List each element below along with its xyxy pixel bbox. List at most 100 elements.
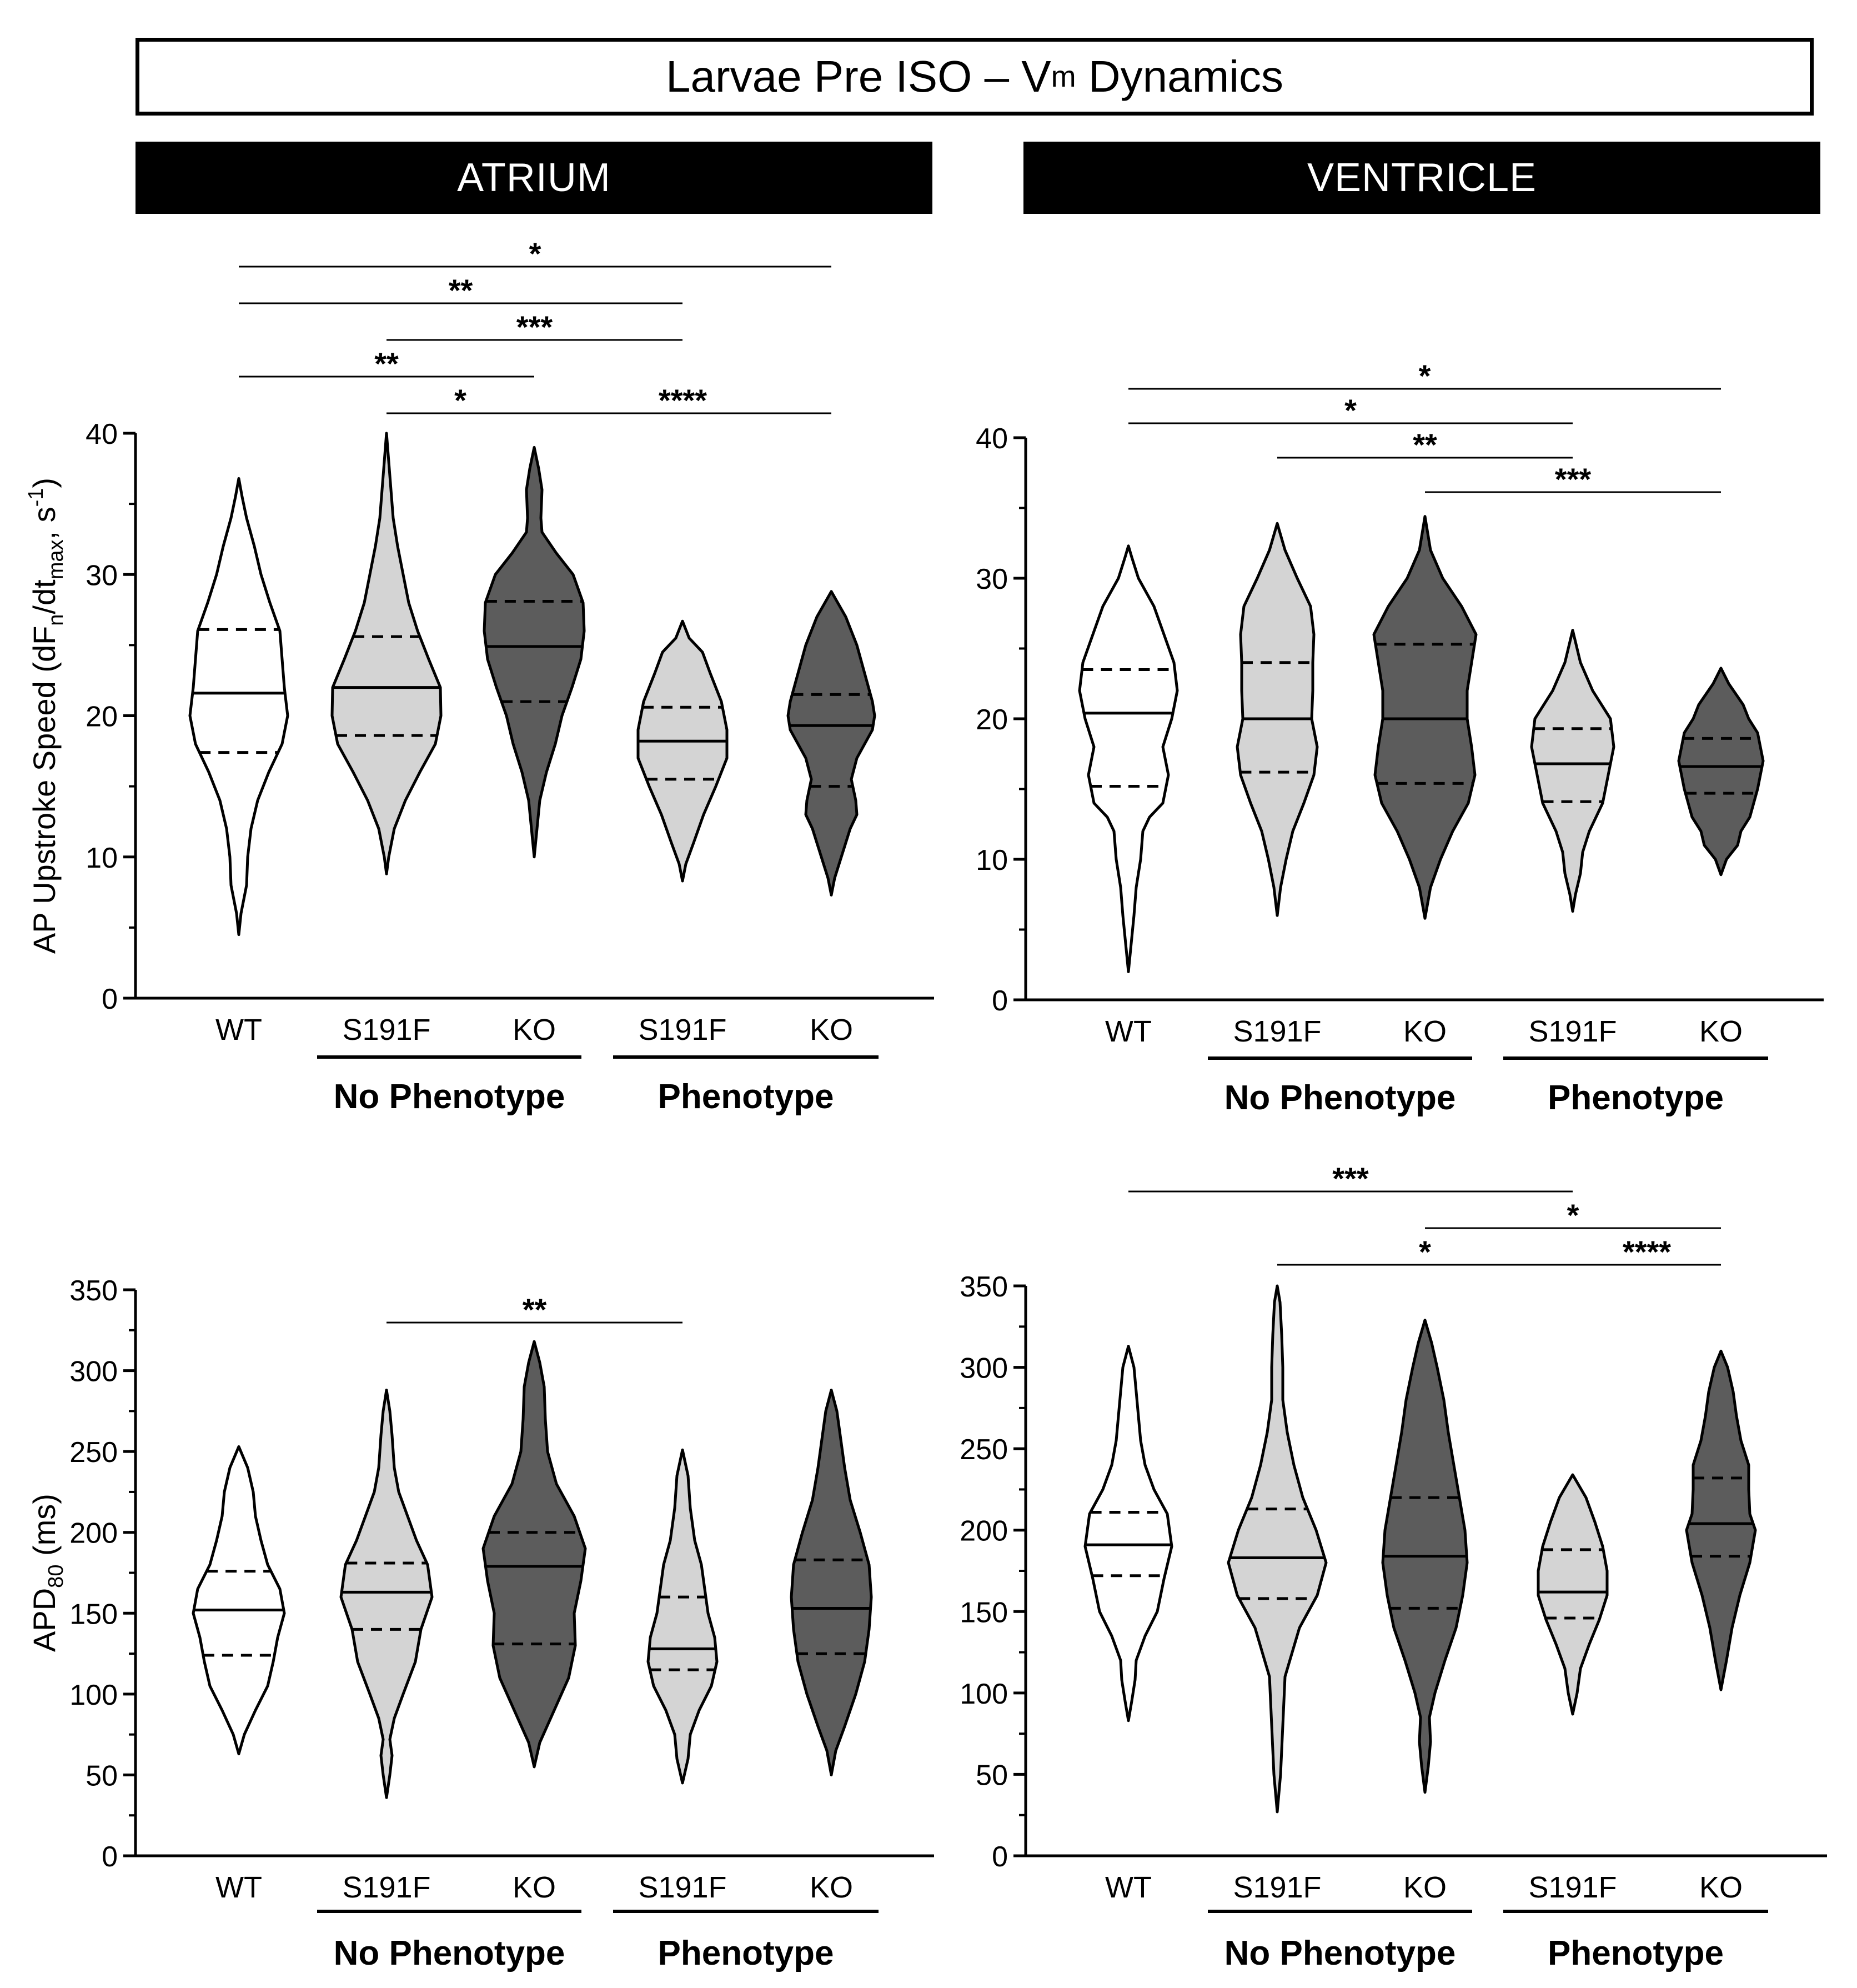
x-tick-label-ko: KO	[513, 1871, 556, 1904]
y-tick-label: 10	[86, 842, 118, 874]
significance-label: *	[1567, 1198, 1579, 1233]
violin-s191f-4	[1537, 1473, 1609, 1716]
significance-label: ***	[1555, 462, 1592, 497]
x-tick-label-s191f: S191F	[342, 1013, 430, 1046]
y-label-script: max	[44, 539, 68, 579]
y-tick-label: 150	[69, 1598, 118, 1630]
y-tick-label: 250	[960, 1434, 1008, 1466]
significance-label: *	[1344, 393, 1357, 428]
group-label: Phenotype	[1548, 1934, 1724, 1972]
chart-panel-ventricle-apd80: 0 50 100 150 200 250 300 350 WT S191F KO S191F KO No …	[960, 1161, 1827, 1972]
y-tick-label: 300	[960, 1353, 1008, 1385]
y-axis-label: AP Upstroke Speed (dFn/dtmax, s-1)	[24, 478, 68, 954]
significance-label: **	[449, 273, 473, 308]
violin-s191f-4	[646, 1448, 719, 1785]
x-tick-label-ko: KO	[1699, 1015, 1743, 1048]
y-label-text: /dt	[27, 579, 62, 614]
y-tick-label: 350	[960, 1271, 1008, 1303]
y-tick-label: 0	[992, 985, 1008, 1017]
y-tick-label: 250	[69, 1436, 118, 1469]
x-tick-label-s191f: S191F	[1528, 1015, 1617, 1048]
x-tick-label-ko: KO	[513, 1013, 556, 1046]
y-label-text: APD	[27, 1588, 62, 1652]
violin-wt-1	[1083, 1345, 1173, 1722]
violin-ko-5	[790, 1389, 873, 1776]
x-tick-label-s191f: S191F	[1528, 1871, 1617, 1904]
figure-title-tail: Dynamics	[1076, 52, 1284, 101]
significance-label: **	[523, 1292, 547, 1327]
significance-label: *	[529, 236, 541, 271]
y-label-text: (ms)	[27, 1494, 62, 1565]
x-tick-label-ko: KO	[1403, 1871, 1447, 1904]
violin-s191f-2	[1227, 1284, 1328, 1814]
figure-title-subscript: m	[1051, 60, 1076, 93]
group-label: Phenotype	[658, 1934, 834, 1972]
x-tick-label-ko: KO	[810, 1013, 853, 1046]
y-tick-label: 0	[102, 983, 118, 1015]
group-label: No Phenotype	[1224, 1934, 1456, 1972]
figure-title-main: Larvae Pre ISO – V	[665, 52, 1051, 101]
y-label-text: )	[27, 478, 62, 488]
y-tick-label: 20	[976, 704, 1008, 736]
violin-ko-3	[483, 445, 586, 859]
violin-wt-1	[192, 1445, 286, 1756]
significance-label: ***	[1332, 1161, 1369, 1196]
x-tick-label-wt: WT	[215, 1871, 262, 1904]
x-tick-label-wt: WT	[1105, 1871, 1152, 1904]
y-tick-label: 0	[102, 1841, 118, 1873]
violin-wt-1	[1078, 544, 1179, 973]
violin-s191f-2	[330, 432, 443, 875]
chart-panel-ventricle-upstroke: 0 10 20 30 40 WT S191F KO S191F KO No Phenotype Phe…	[976, 358, 1824, 1117]
violin-ko-5	[1677, 667, 1765, 877]
y-tick-label: 100	[69, 1679, 118, 1711]
significance-label: *	[1419, 1234, 1431, 1269]
chart-panel-atrium-apd80: 0 50 100 150 200 250 300 350 APD80 (ms) WT S191F KO…	[27, 1275, 934, 1972]
group-label: No Phenotype	[1224, 1079, 1456, 1117]
y-tick-label: 50	[86, 1760, 118, 1792]
significance-label: **	[374, 346, 399, 381]
y-tick-label: 0	[992, 1841, 1008, 1873]
significance-label: **	[1413, 427, 1437, 462]
y-tick-label: 30	[86, 559, 118, 592]
x-tick-label-ko: KO	[1699, 1871, 1743, 1904]
y-tick-label: 100	[960, 1678, 1008, 1710]
group-label: Phenotype	[1548, 1079, 1724, 1117]
y-label-script: n	[44, 614, 68, 626]
x-tick-label-s191f: S191F	[1233, 1015, 1321, 1048]
atrium-header: ATRIUM	[135, 142, 932, 214]
x-tick-label-ko: KO	[1403, 1015, 1447, 1048]
y-tick-label: 200	[69, 1518, 118, 1550]
x-tick-label-s191f: S191F	[638, 1871, 726, 1904]
x-tick-label-ko: KO	[810, 1871, 853, 1904]
x-tick-label-s191f: S191F	[342, 1871, 430, 1904]
group-label: No Phenotype	[334, 1078, 565, 1116]
violin-ko-5	[1685, 1349, 1757, 1691]
significance-label: *	[454, 383, 466, 418]
violin-ko-5	[786, 590, 876, 897]
x-tick-label-wt: WT	[215, 1013, 262, 1046]
y-tick-label: 10	[976, 844, 1008, 877]
violin-s191f-4	[1530, 629, 1615, 913]
significance-label: ***	[516, 309, 553, 344]
y-tick-label: 20	[86, 701, 118, 733]
y-label-script: 80	[44, 1565, 68, 1588]
y-tick-label: 200	[960, 1515, 1008, 1548]
ventricle-header: VENTRICLE	[1023, 142, 1820, 214]
group-label: No Phenotype	[334, 1934, 565, 1972]
y-label-script: -1	[24, 488, 48, 507]
significance-label: ****	[659, 383, 707, 418]
y-label-text: , s	[27, 507, 62, 539]
y-tick-label: 300	[69, 1356, 118, 1388]
x-tick-label-s191f: S191F	[1233, 1871, 1321, 1904]
violin-s191f-2	[339, 1389, 434, 1799]
y-axis-label: APD80 (ms)	[27, 1494, 68, 1652]
x-tick-label-wt: WT	[1105, 1015, 1152, 1048]
y-tick-label: 40	[976, 423, 1008, 455]
y-tick-label: 50	[976, 1759, 1008, 1791]
y-tick-label: 30	[976, 563, 1008, 595]
y-tick-label: 350	[69, 1275, 118, 1307]
x-tick-label-s191f: S191F	[638, 1013, 726, 1046]
y-tick-label: 150	[960, 1596, 1008, 1629]
